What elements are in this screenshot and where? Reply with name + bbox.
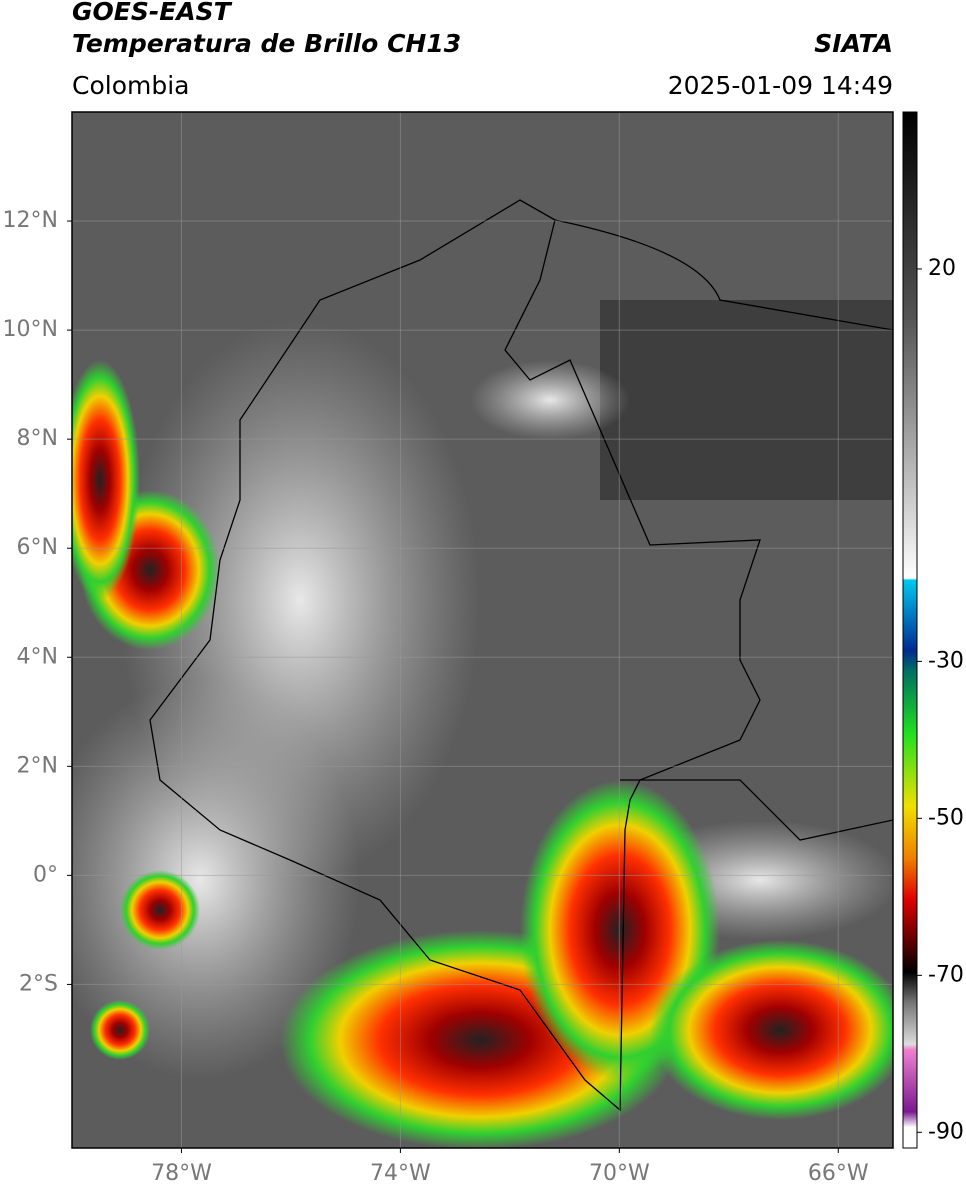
colorbar-label: -50 [928,805,964,830]
lat-label: 6°N [17,535,58,560]
source: SIATA [814,29,893,58]
imagery [72,112,893,1148]
lat-label: 10°N [3,317,58,342]
grid [72,112,893,1148]
colorbar-label: -30 [928,648,964,673]
map-frame [71,111,894,1149]
colorbar-label: -70 [928,962,964,987]
lat-label: 0° [33,862,58,887]
timestamp: 2025-01-09 14:49 [668,71,893,100]
lat-label: 2°N [17,753,58,778]
lon-label: 70°W [589,1161,650,1186]
product: Temperatura de Brillo CH13 [72,29,461,58]
lat-label: 8°N [17,426,58,451]
colorbar-label: -90 [928,1119,964,1144]
lat-label: 12°N [3,208,58,233]
region: Colombia [72,71,189,100]
colorbar [902,111,918,1149]
satellite: GOES-EAST [72,0,233,26]
lon-label: 74°W [370,1161,431,1186]
lat-label: 2°S [19,971,58,996]
lat-label: 4°N [17,644,58,669]
lon-label: 66°W [808,1161,869,1186]
colorbar-label: 20 [928,256,956,281]
lon-label: 78°W [151,1161,212,1186]
